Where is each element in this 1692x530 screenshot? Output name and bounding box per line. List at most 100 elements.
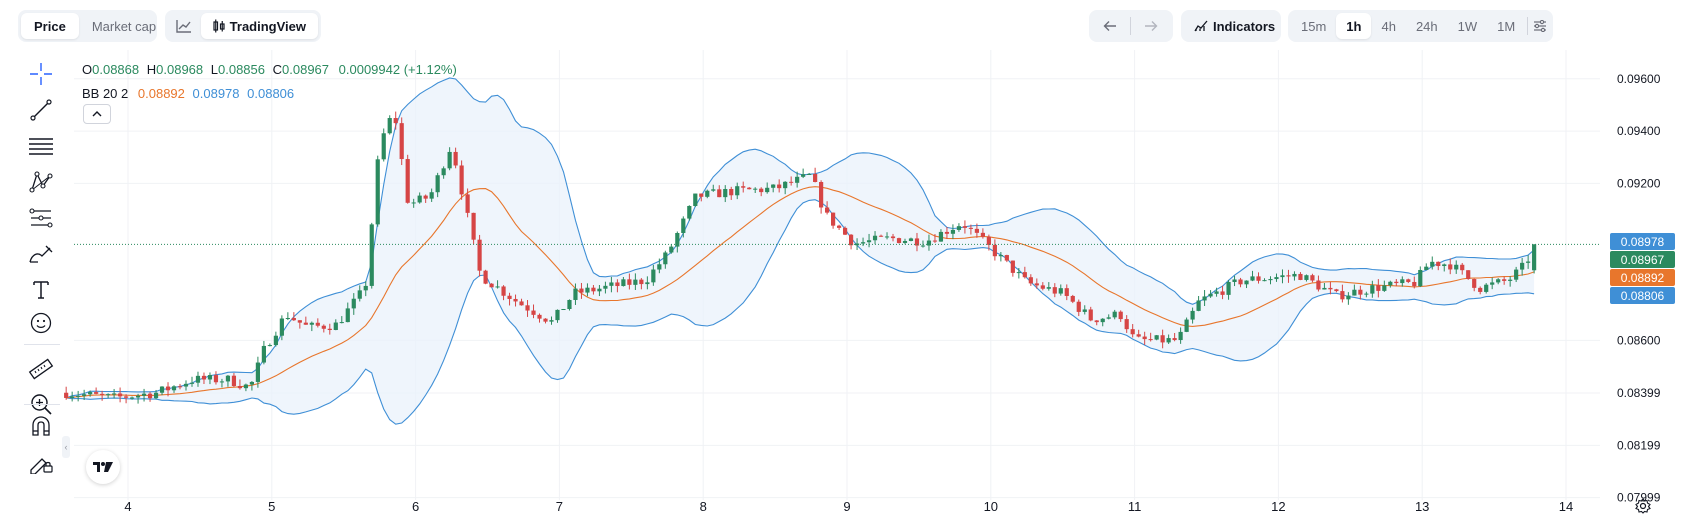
candle-body <box>1040 285 1045 289</box>
candle-body <box>1112 311 1117 318</box>
candle-body <box>537 314 542 319</box>
x-tick-label: 11 <box>1128 499 1142 514</box>
y-tick-label: 0.09600 <box>1617 72 1661 86</box>
candle-body <box>100 393 105 395</box>
y-tick-label: 0.09400 <box>1617 124 1661 138</box>
candle-body <box>836 225 842 228</box>
candlesticks <box>64 111 1537 404</box>
trend-line-icon[interactable] <box>26 95 56 125</box>
candle-body <box>483 270 488 284</box>
close-label: C <box>272 62 283 77</box>
candle-body <box>477 239 482 271</box>
indicators-label: Indicators <box>1213 18 1276 34</box>
y-tick-label: 0.08600 <box>1617 333 1661 347</box>
candle-body <box>117 393 123 397</box>
candles-icon <box>213 19 225 33</box>
candle-body <box>1418 269 1423 287</box>
candle-body <box>123 396 129 398</box>
bb-label[interactable]: BB 20 2 <box>82 86 129 101</box>
projection-icon[interactable] <box>26 203 56 233</box>
price-tab[interactable]: Price <box>21 13 79 39</box>
candle-body <box>237 385 243 389</box>
tradingview-tab[interactable]: TradingView <box>200 13 318 39</box>
candle-body <box>435 175 440 193</box>
candle-body <box>842 227 848 235</box>
candle-body <box>902 240 908 243</box>
crosshair-icon[interactable] <box>26 59 56 89</box>
timeframe-24h[interactable]: 24h <box>1415 18 1438 34</box>
change-value: 0.0009942 (+1.12%) <box>338 62 457 77</box>
candle-body <box>1388 281 1393 286</box>
candle-body <box>249 381 255 385</box>
candle-body <box>195 375 201 383</box>
ruler-icon[interactable] <box>26 354 56 384</box>
lock-drawings-icon[interactable] <box>26 447 56 477</box>
candle-body <box>1034 283 1039 286</box>
emoji-icon[interactable] <box>26 308 56 338</box>
candle-body <box>771 184 776 188</box>
candle-body <box>986 236 991 245</box>
magnet-icon[interactable] <box>26 411 56 441</box>
candle-body <box>1022 272 1027 278</box>
candle-body <box>1298 273 1303 280</box>
indicators-button[interactable]: Indicators <box>1184 13 1285 39</box>
candle-body <box>944 231 950 234</box>
candle-body <box>908 238 914 241</box>
candle-body <box>1292 273 1297 277</box>
candle-body <box>1322 287 1327 290</box>
candle-body <box>393 118 398 124</box>
timeframe-4h[interactable]: 4h <box>1381 18 1396 34</box>
candle-body <box>495 286 500 288</box>
text-tool-icon[interactable] <box>26 274 56 304</box>
candle-body <box>1136 334 1141 337</box>
fib-lines-icon[interactable] <box>26 131 56 161</box>
candle-body <box>1016 272 1021 274</box>
brush-icon[interactable] <box>26 239 56 269</box>
candle-body <box>717 189 722 198</box>
chart-settings-gear-icon[interactable] <box>1633 496 1653 516</box>
candle-body <box>735 186 740 196</box>
candle-body <box>231 375 237 386</box>
candle-body <box>135 395 141 398</box>
candle-body <box>1400 279 1405 284</box>
candle-body <box>1118 311 1123 320</box>
timeframe-1h[interactable]: 1h <box>1336 13 1372 39</box>
candle-body <box>896 238 902 243</box>
candle-body <box>627 279 632 285</box>
candle-body <box>285 318 290 320</box>
candle-body <box>645 282 650 285</box>
candle-body <box>291 318 296 321</box>
candle-body <box>411 202 416 204</box>
candle-body <box>1352 289 1357 296</box>
candle-body <box>711 189 716 191</box>
open-label: O <box>82 62 93 77</box>
candle-body <box>519 301 524 306</box>
indicators-group: Indicators <box>1181 10 1281 42</box>
candle-body <box>531 310 536 315</box>
settings-sliders-icon[interactable] <box>1530 13 1550 39</box>
candle-body <box>357 290 362 299</box>
pattern-icon[interactable] <box>26 167 56 197</box>
undo-arrow-icon[interactable] <box>1092 13 1128 39</box>
tradingview-logo[interactable] <box>86 450 120 484</box>
toolbar-collapse-handle[interactable]: ‹ <box>62 436 70 458</box>
candle-body <box>831 212 836 226</box>
candle-body <box>189 382 195 384</box>
candle-body <box>938 231 944 242</box>
market-cap-tab[interactable]: Market cap <box>91 18 157 34</box>
bb-middle-line <box>66 186 1535 399</box>
candle-body <box>147 393 153 399</box>
price-marketcap-toggle: Price Market cap <box>18 10 157 42</box>
line-chart-icon[interactable] <box>168 13 201 39</box>
candle-body <box>219 381 225 383</box>
timeframe-1w[interactable]: 1W <box>1457 18 1478 34</box>
candle-body <box>705 190 710 197</box>
candle-body <box>267 345 272 347</box>
redo-arrow-icon[interactable] <box>1133 13 1169 39</box>
legend-collapse-button[interactable] <box>83 104 111 124</box>
timeframe-15m[interactable]: 15m <box>1301 18 1327 34</box>
candle-body <box>1130 329 1135 335</box>
timeframe-1m[interactable]: 1M <box>1497 18 1516 34</box>
candle-body <box>1232 279 1237 282</box>
